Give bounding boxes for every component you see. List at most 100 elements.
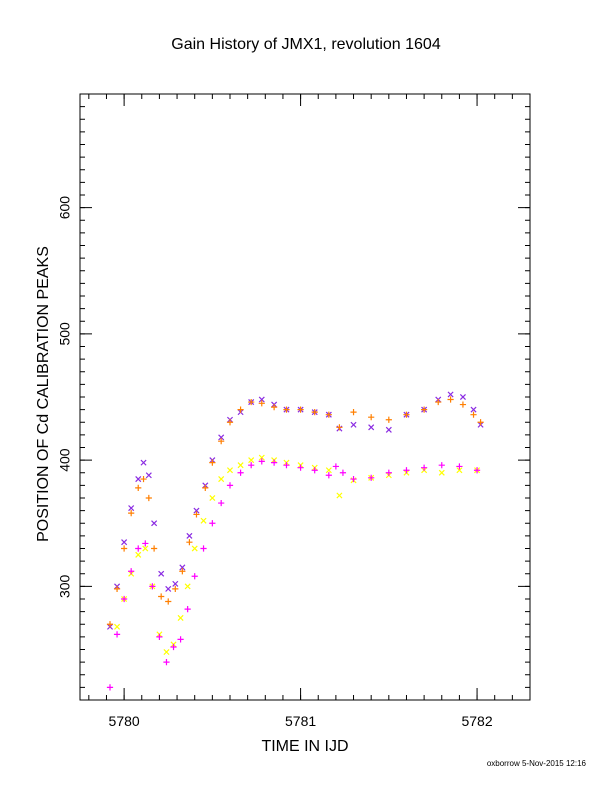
data-point	[165, 585, 172, 592]
data-point	[191, 573, 198, 580]
data-point	[336, 424, 343, 431]
data-point	[200, 545, 207, 552]
data-point	[158, 593, 165, 600]
data-point	[459, 401, 467, 408]
data-point	[297, 406, 304, 413]
data-point	[218, 438, 225, 445]
data-point	[135, 551, 142, 558]
data-point	[193, 507, 200, 514]
data-point	[121, 539, 128, 546]
data-point	[297, 464, 304, 471]
data-point	[237, 469, 244, 476]
data-point	[258, 458, 265, 465]
marks	[106, 391, 484, 691]
data-point	[158, 570, 165, 577]
data-point	[325, 472, 332, 479]
data-point	[447, 391, 454, 398]
data-point	[128, 568, 135, 575]
data-point	[128, 510, 135, 517]
data-point	[145, 472, 152, 479]
data-point	[179, 568, 186, 575]
data-point	[113, 631, 121, 638]
data-point	[258, 396, 265, 403]
ticks	[80, 93, 531, 701]
data-point	[248, 462, 255, 469]
data-point	[283, 406, 290, 413]
data-point	[163, 649, 170, 656]
data-point	[237, 406, 244, 413]
data-point	[202, 484, 209, 491]
data-point	[114, 623, 121, 630]
data-point	[248, 457, 255, 464]
data-point	[350, 409, 357, 416]
data-point	[339, 469, 347, 476]
y-axis-label: POSITION OF Cd CALIBRATION PEAKS	[35, 246, 52, 542]
data-point	[121, 595, 128, 603]
data-point	[177, 614, 184, 621]
data-point	[151, 520, 158, 527]
data-point	[385, 416, 392, 423]
data-point	[470, 406, 477, 413]
series-2	[106, 396, 484, 628]
y-tick-label: 600	[57, 196, 73, 220]
data-point	[193, 511, 200, 518]
data-point	[421, 406, 428, 413]
data-point	[226, 482, 234, 489]
data-point	[226, 467, 234, 474]
data-point	[325, 411, 332, 418]
data-point	[456, 467, 463, 474]
data-point	[209, 520, 216, 527]
data-point	[311, 409, 318, 416]
data-point	[350, 475, 357, 483]
data-point	[421, 464, 428, 471]
data-point	[184, 583, 191, 590]
data-point	[145, 494, 152, 502]
data-point	[151, 545, 158, 552]
data-point	[237, 462, 244, 469]
data-point	[106, 621, 114, 628]
data-point	[121, 545, 128, 552]
data-point	[135, 484, 142, 491]
data-point	[186, 532, 193, 539]
data-point	[459, 393, 466, 401]
data-point	[172, 585, 179, 592]
data-point	[470, 411, 477, 418]
data-point	[332, 463, 339, 470]
data-point	[385, 469, 392, 476]
data-point	[186, 539, 193, 546]
data-point	[311, 467, 318, 474]
series-4	[106, 458, 481, 691]
series-1	[106, 391, 484, 630]
y-tick-label: 400	[57, 448, 73, 472]
data-point	[403, 467, 410, 474]
data-point	[477, 419, 484, 426]
data-point	[336, 492, 343, 499]
data-point	[209, 459, 216, 466]
data-point	[368, 414, 375, 421]
data-point	[456, 463, 463, 470]
data-point	[177, 636, 184, 643]
data-point	[135, 545, 142, 552]
data-point	[156, 633, 163, 640]
data-point	[140, 475, 147, 483]
y-tick-label: 500	[57, 322, 73, 346]
tick-labels: 300 400 500 600 5780 5781 5782	[57, 196, 493, 729]
data-point	[179, 564, 186, 571]
data-point	[218, 476, 225, 483]
series-3	[114, 454, 481, 656]
data-point	[128, 505, 135, 512]
data-point	[447, 396, 454, 403]
data-point	[135, 476, 142, 483]
data-point	[271, 459, 278, 466]
data-point	[271, 404, 278, 411]
x-tick-label: 5780	[109, 713, 140, 729]
data-point	[209, 494, 216, 502]
credit-text: oxborrow 5-Nov-2015 12:16	[486, 759, 586, 768]
x-tick-label: 5781	[285, 713, 316, 729]
data-point	[106, 684, 114, 691]
data-point	[218, 434, 225, 441]
data-point	[191, 545, 198, 552]
data-point	[142, 540, 149, 547]
data-point	[149, 583, 156, 590]
